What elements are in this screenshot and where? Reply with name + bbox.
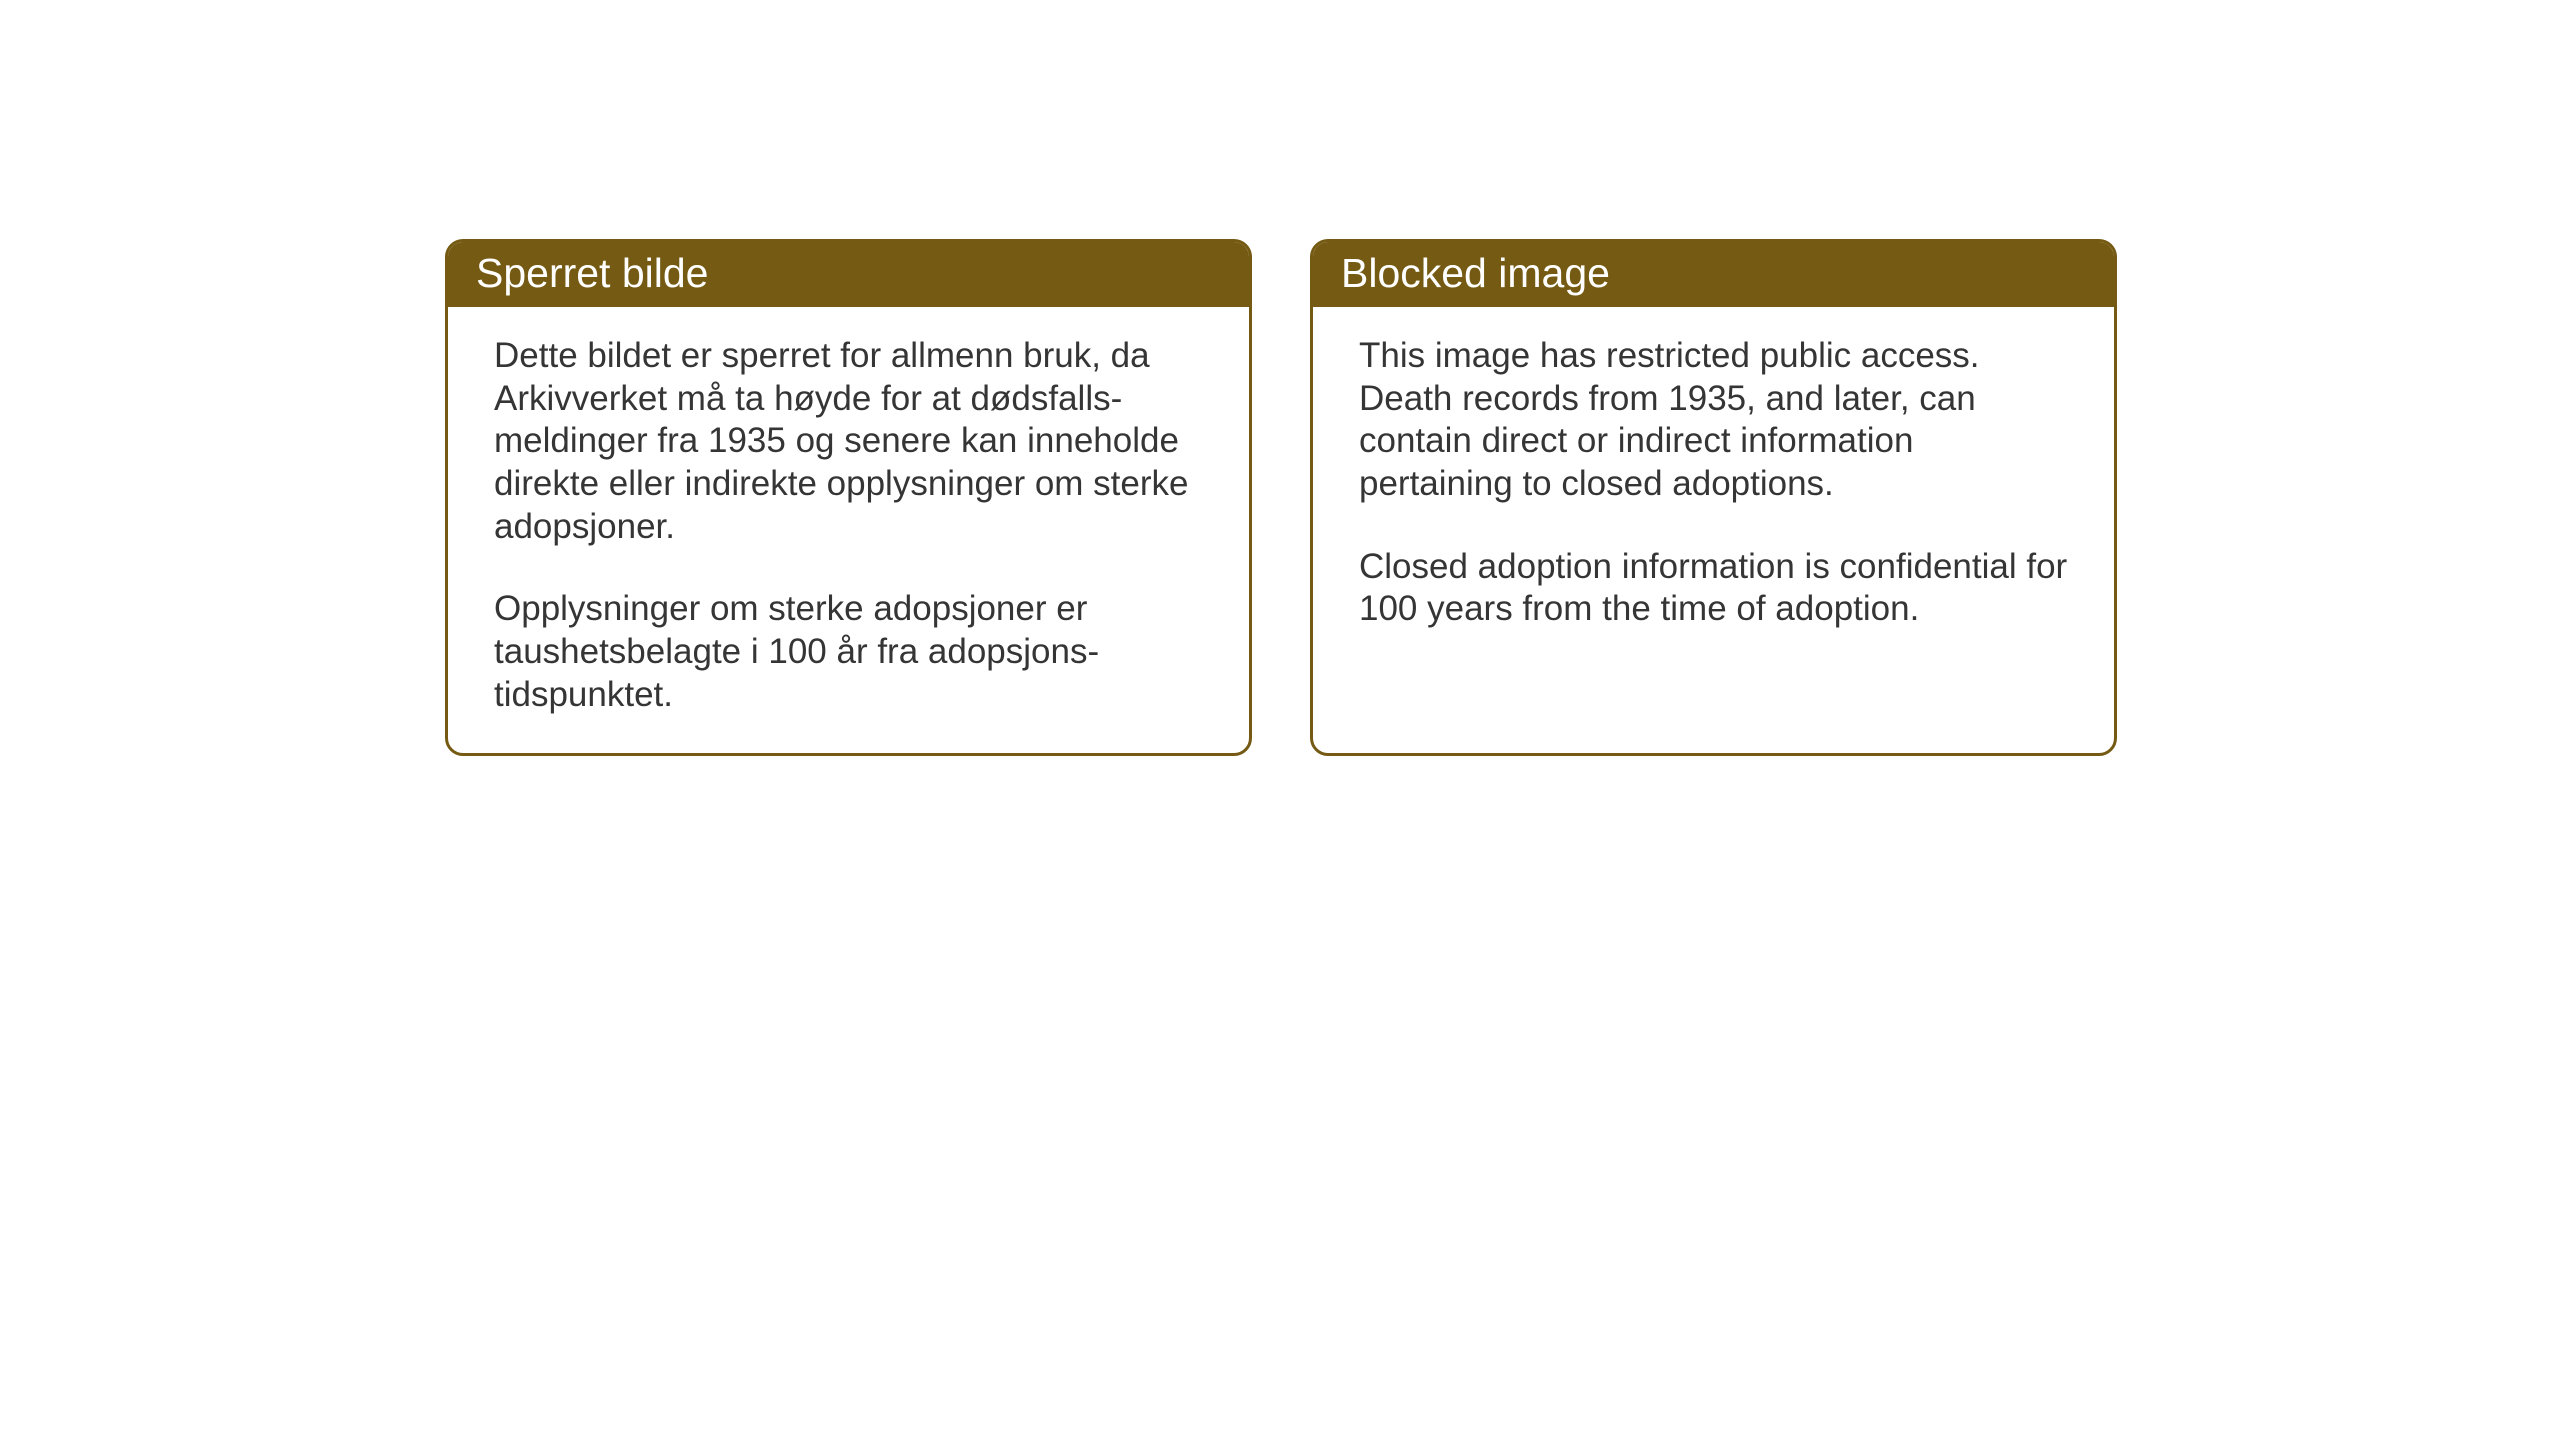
notice-paragraph-2-english: Closed adoption information is confident… bbox=[1359, 546, 2074, 631]
notice-paragraph-2-norwegian: Opplysninger om sterke adopsjoner er tau… bbox=[494, 588, 1209, 716]
notice-box-english: Blocked image This image has restricted … bbox=[1310, 239, 2117, 756]
notice-paragraph-1-norwegian: Dette bildet er sperret for allmenn bruk… bbox=[494, 335, 1209, 548]
notice-header-norwegian: Sperret bilde bbox=[448, 242, 1249, 307]
notice-body-english: This image has restricted public access.… bbox=[1313, 307, 2114, 667]
notice-body-norwegian: Dette bildet er sperret for allmenn bruk… bbox=[448, 307, 1249, 753]
notice-container: Sperret bilde Dette bildet er sperret fo… bbox=[445, 239, 2117, 756]
notice-paragraph-1-english: This image has restricted public access.… bbox=[1359, 335, 2074, 506]
notice-box-norwegian: Sperret bilde Dette bildet er sperret fo… bbox=[445, 239, 1252, 756]
notice-header-english: Blocked image bbox=[1313, 242, 2114, 307]
